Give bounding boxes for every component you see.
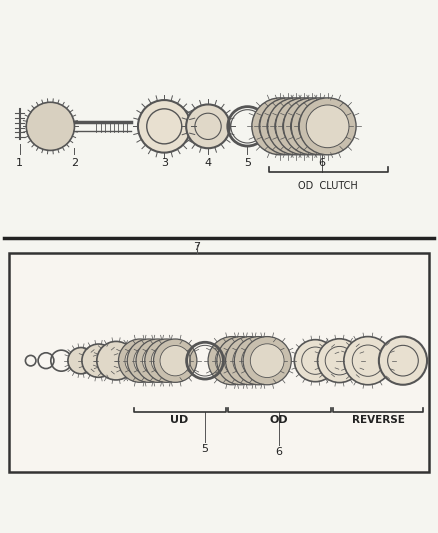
Ellipse shape: [153, 339, 197, 382]
Text: 4: 4: [205, 158, 212, 168]
Ellipse shape: [233, 344, 266, 377]
Ellipse shape: [208, 336, 256, 385]
Ellipse shape: [291, 98, 348, 155]
Text: 5: 5: [201, 444, 208, 454]
Text: 6: 6: [276, 447, 283, 457]
Ellipse shape: [306, 105, 349, 148]
Ellipse shape: [283, 98, 340, 155]
Ellipse shape: [283, 105, 325, 148]
Text: OD  CLUTCH: OD CLUTCH: [298, 181, 357, 191]
Ellipse shape: [298, 105, 341, 148]
Ellipse shape: [145, 339, 188, 382]
Ellipse shape: [125, 345, 155, 376]
Ellipse shape: [68, 348, 94, 374]
Ellipse shape: [260, 98, 317, 155]
Ellipse shape: [267, 105, 310, 148]
Ellipse shape: [151, 345, 182, 376]
Ellipse shape: [276, 98, 332, 155]
Ellipse shape: [252, 98, 309, 155]
Ellipse shape: [275, 105, 318, 148]
Ellipse shape: [243, 336, 291, 385]
Ellipse shape: [379, 336, 427, 385]
Text: 5: 5: [244, 158, 251, 168]
Ellipse shape: [290, 105, 333, 148]
Ellipse shape: [138, 100, 191, 152]
Text: 2: 2: [71, 158, 78, 168]
Ellipse shape: [318, 339, 361, 383]
Ellipse shape: [142, 345, 173, 376]
Ellipse shape: [294, 340, 336, 382]
Ellipse shape: [26, 102, 74, 150]
Ellipse shape: [268, 98, 325, 155]
Text: 3: 3: [161, 158, 168, 168]
Ellipse shape: [217, 336, 265, 385]
Ellipse shape: [136, 339, 180, 382]
Bar: [9, 253, 429, 472]
Text: 7: 7: [194, 243, 201, 253]
Text: UD: UD: [170, 415, 189, 425]
Ellipse shape: [134, 345, 164, 376]
Text: OD: OD: [270, 415, 288, 425]
Ellipse shape: [82, 344, 115, 377]
Ellipse shape: [215, 344, 249, 377]
Ellipse shape: [224, 344, 258, 377]
Text: REVERSE: REVERSE: [352, 415, 404, 425]
Ellipse shape: [242, 344, 275, 377]
Ellipse shape: [127, 339, 171, 382]
Ellipse shape: [259, 105, 302, 148]
Ellipse shape: [160, 345, 191, 376]
Ellipse shape: [299, 98, 356, 155]
Ellipse shape: [234, 336, 283, 385]
Ellipse shape: [251, 344, 284, 377]
Text: 6: 6: [318, 158, 325, 168]
Text: 1: 1: [16, 158, 23, 168]
Ellipse shape: [118, 339, 162, 382]
Ellipse shape: [97, 342, 135, 380]
Ellipse shape: [344, 336, 392, 385]
Ellipse shape: [226, 336, 274, 385]
Ellipse shape: [186, 104, 230, 148]
